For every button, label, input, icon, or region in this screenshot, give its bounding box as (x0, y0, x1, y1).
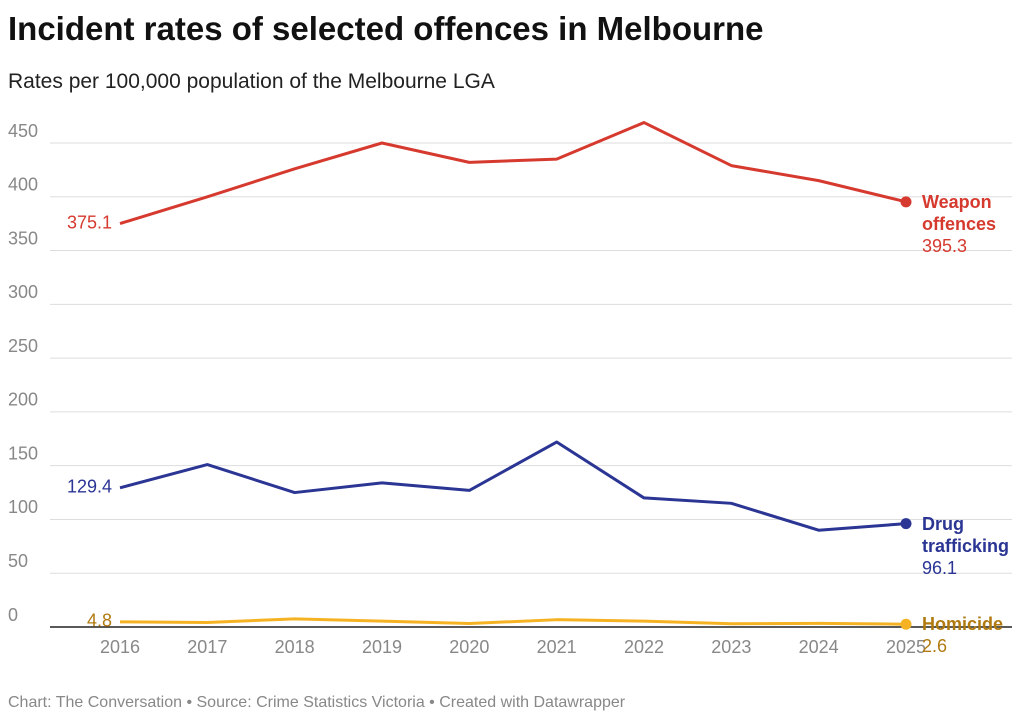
x-tick-label: 2023 (711, 637, 751, 657)
x-tick-label: 2021 (537, 637, 577, 657)
y-tick-label: 300 (8, 282, 38, 302)
end-dot (900, 196, 912, 208)
chart-subtitle: Rates per 100,000 population of the Melb… (8, 70, 495, 93)
y-tick-label: 400 (8, 175, 38, 195)
end-value-label: 2.6 (922, 636, 948, 657)
start-value-label: 129.4 (67, 477, 112, 497)
y-tick-label: 350 (8, 228, 38, 248)
y-tick-label: 50 (8, 551, 28, 571)
end-dot (900, 618, 912, 630)
chart-title: Incident rates of selected offences in M… (8, 10, 764, 47)
y-tick-label: 150 (8, 443, 38, 463)
chart-source: Chart: The Conversation • Source: Crime … (8, 694, 626, 711)
line (119, 440, 907, 532)
start-value-label: 4.8 (87, 611, 112, 631)
line (119, 121, 907, 225)
line (119, 617, 907, 626)
series-label: Drug trafficking 96.1 (922, 513, 1022, 579)
y-tick-label: 250 (8, 336, 38, 356)
legend-name: Drug trafficking (922, 513, 1010, 556)
x-tick-label: 2019 (362, 637, 402, 657)
legend-name: Weapon offences (922, 191, 997, 234)
legend-name: Homicide (922, 614, 1004, 635)
y-tick-label: 100 (8, 497, 38, 517)
x-tick-label: 2016 (100, 637, 140, 657)
end-value-label: 395.3 (922, 235, 968, 256)
end-value-label: 96.1 (922, 557, 958, 578)
x-tick-label: 2020 (449, 637, 489, 657)
start-value-label: 375.1 (67, 212, 112, 232)
y-tick-label: 450 (8, 121, 38, 141)
x-tick-label: 2017 (187, 637, 227, 657)
series-label: Weapon offences 395.3 (922, 191, 1022, 257)
y-tick-label: 0 (8, 605, 18, 625)
end-dot (900, 518, 912, 530)
x-tick-label: 2024 (799, 637, 839, 657)
series-label: Homicide 2.6 (922, 613, 1022, 657)
x-tick-label: 2022 (624, 637, 664, 657)
x-tick-label: 2018 (275, 637, 315, 657)
x-tick-label: 2025 (886, 637, 926, 657)
y-tick-label: 200 (8, 390, 38, 410)
